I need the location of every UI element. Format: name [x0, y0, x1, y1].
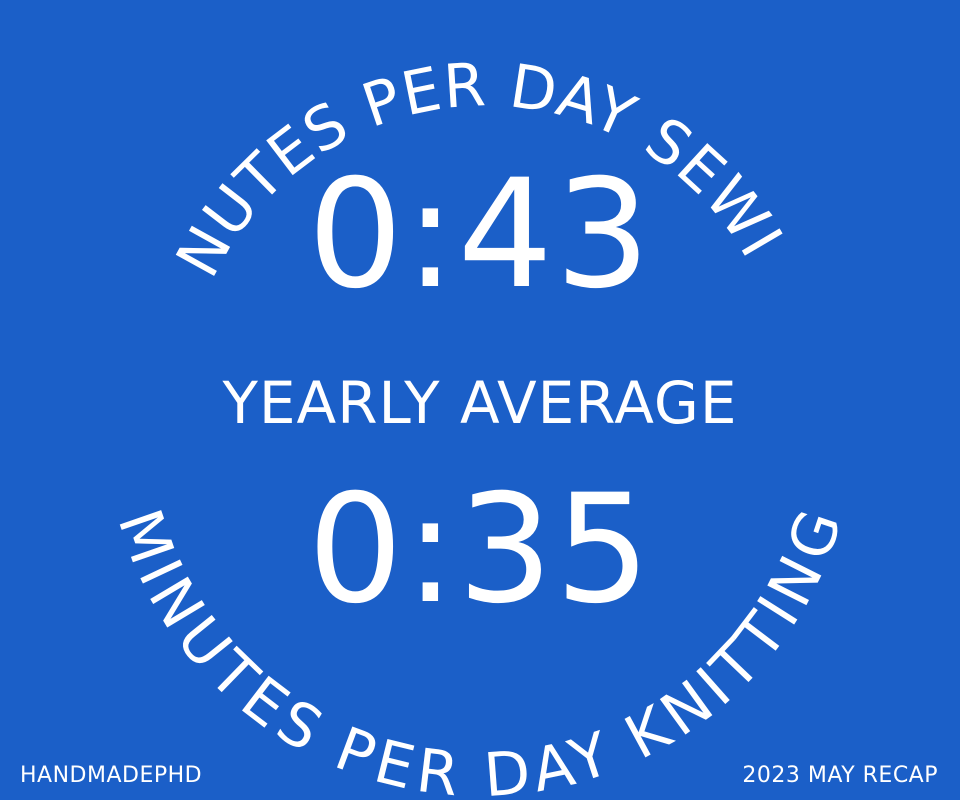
sewing-time-value: 0:43	[307, 148, 653, 322]
brand-label: HANDMADEPHD	[20, 763, 203, 788]
knitting-time-value: 0:35	[307, 463, 653, 637]
yearly-average-label: YEARLY AVERAGE	[222, 369, 738, 437]
recap-label: 2023 MAY RECAP	[742, 763, 938, 788]
